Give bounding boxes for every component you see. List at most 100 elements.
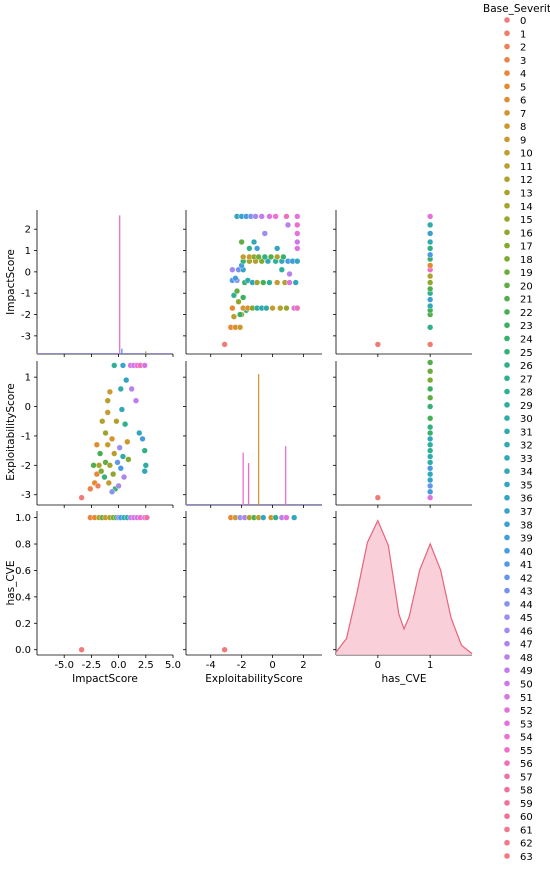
legend-entry-label: 46: [520, 626, 533, 637]
legend-entry-label: 16: [520, 228, 533, 239]
scatter-point-impact-exploitability: [106, 462, 113, 469]
legend-entry-label: 6: [520, 96, 526, 107]
legend-marker: [503, 401, 511, 409]
scatter-point-hascve-exploitability: [427, 377, 434, 384]
legend-marker: [503, 773, 511, 780]
scatter-point-impact-exploitability: [104, 441, 111, 448]
legend-marker: [503, 786, 511, 793]
ytick-label-exploitabilityscore: 0: [25, 402, 31, 413]
legend-entry-label: 37: [520, 507, 533, 518]
scatter-point-impact-exploitability: [110, 471, 117, 478]
legend-marker: [503, 255, 511, 263]
legend-entry-label: 50: [520, 680, 533, 691]
legend-title: Base_Severity: [483, 3, 550, 15]
scatter-point-exploitability-impact: [274, 279, 281, 286]
col-label-has-cve: has_CVE: [382, 673, 427, 685]
xtick-label-exploitabilityscore: 0: [269, 660, 275, 671]
scatter-point-exploitability-impact: [230, 313, 238, 320]
legend-marker: [503, 229, 511, 236]
scatter-point-impact-exploitability: [93, 441, 100, 448]
legend-entry-label: 47: [520, 640, 533, 651]
legend-entry-label: 52: [520, 706, 533, 717]
legend-entry-label: 19: [520, 268, 533, 279]
legend-marker: [503, 813, 511, 820]
ytick-label-impactscore: -3: [21, 331, 31, 342]
legend-entry-label: 15: [520, 215, 533, 226]
legend-marker: [503, 852, 511, 860]
legend-entry-label: 1: [520, 29, 526, 40]
legend-marker: [503, 680, 511, 687]
scatter-point-hascve-impact: [427, 230, 434, 237]
legend-marker: [503, 295, 511, 302]
legend-entry-label: 48: [520, 653, 533, 664]
legend-marker: [503, 428, 511, 435]
scatter-point-impact-exploitability: [104, 409, 111, 416]
legend-marker: [503, 96, 511, 103]
scatter-point-impact-exploitability: [139, 435, 146, 442]
scatter-point-hascve-impact: [427, 262, 434, 269]
scatter-point-impact-exploitability: [117, 465, 124, 472]
legend-marker: [503, 388, 511, 395]
scatter-point-hascve-exploitability: [427, 459, 434, 466]
legend-entry-label: 40: [520, 547, 533, 558]
legend-entry-label: 13: [520, 189, 533, 200]
scatter-point-impact-exploitability: [120, 473, 128, 481]
legend-entry-label: 22: [520, 308, 533, 319]
scatter-point-impact-exploitability: [99, 418, 106, 425]
row-label-exploitabilityscore: ExploitabilityScore: [5, 383, 17, 480]
scatter-point-exploitability-impact: [266, 213, 273, 220]
scatter-point-impact-exploitability: [119, 453, 127, 460]
legend-entry-label: 28: [520, 388, 533, 399]
legend-marker: [503, 494, 511, 501]
legend-marker: [503, 653, 511, 661]
legend-marker: [503, 348, 511, 355]
legend-entry-label: 0: [520, 16, 526, 27]
legend-marker: [503, 122, 511, 130]
scatter-point-impact-exploitability: [108, 435, 116, 442]
scatter-point-impact-exploitability: [104, 397, 111, 404]
scatter-point-exploitability-impact: [229, 266, 236, 273]
legend-marker: [503, 481, 511, 488]
ytick-label-has-cve: 1.0: [15, 513, 31, 524]
scatter-point-impact-exploitability: [113, 418, 120, 425]
legend-entry-label: 24: [520, 334, 533, 345]
legend-entry-label: 11: [520, 162, 533, 173]
scatter-point-exploitability-impact: [238, 238, 245, 246]
scatter-point-hascve-exploitability: [427, 441, 434, 448]
scatter-point-hascve-exploitability: [427, 488, 434, 495]
scatter-point-hascve-impact: [427, 285, 434, 293]
legend-entry-label: 33: [520, 454, 533, 465]
scatter-point-exploitability-impact: [240, 253, 247, 261]
ytick-label-exploitabilityscore: -1: [21, 431, 31, 442]
legend-entry-label: 20: [520, 281, 533, 292]
scatter-point-impact-exploitability: [141, 362, 148, 369]
xtick-label-impactscore: 5.0: [165, 660, 181, 671]
scatter-point-impact-exploitability: [136, 429, 143, 437]
ytick-label-has-cve: 0.0: [15, 645, 31, 656]
legend-marker: [503, 215, 511, 223]
legend-marker: [503, 56, 511, 64]
ytick-label-exploitabilityscore: 1: [25, 373, 31, 384]
scatter-point-hascve-exploitability: [427, 435, 434, 442]
scatter-point-hascve-exploitability: [427, 447, 434, 454]
scatter-point-exploitability-impact: [272, 213, 279, 220]
legend-marker: [503, 574, 511, 581]
ytick-label-impactscore: 1: [25, 246, 31, 257]
xtick-label-exploitabilityscore: -4: [206, 660, 216, 671]
scatter-point-exploitability-impact: [294, 238, 301, 246]
scatter-point-impact-exploitability: [102, 459, 109, 466]
scatter-point-exploitability-impact: [286, 270, 293, 278]
ytick-label-impactscore: -2: [21, 310, 31, 321]
legend-entry-label: 2: [520, 43, 526, 54]
scatter-point-exploitability-impact: [266, 279, 273, 286]
legend-entry-label: 63: [520, 852, 533, 863]
scatter-point-hascve-impact: [427, 251, 434, 258]
legend-marker: [503, 547, 511, 554]
col-label-impactscore: ImpactScore: [72, 673, 138, 685]
legend-marker: [503, 149, 511, 156]
scatter-point-exploitability-hascve: [291, 514, 298, 521]
legend-entry-label: 14: [520, 202, 533, 213]
legend: Base_Severity 01234567891011121314151617…: [483, 3, 550, 863]
legend-entry-label: 4: [520, 69, 526, 80]
ytick-label-exploitabilityscore: -2: [21, 461, 31, 472]
